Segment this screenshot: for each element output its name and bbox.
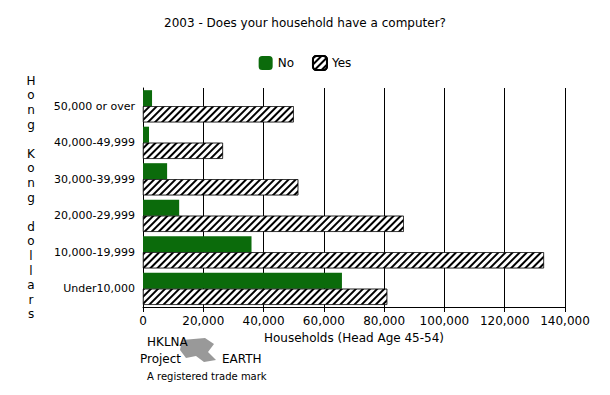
svg-text:n: n <box>27 176 35 190</box>
svg-text:20,000-29,999: 20,000-29,999 <box>54 209 135 222</box>
svg-text:2003 - Does your household hav: 2003 - Does your household have a comput… <box>164 16 446 30</box>
svg-text:H: H <box>26 74 35 88</box>
svg-text:EARTH: EARTH <box>222 352 262 366</box>
svg-text:30,000-39,999: 30,000-39,999 <box>54 173 135 186</box>
svg-text:o: o <box>27 234 34 248</box>
svg-text:a: a <box>27 278 34 292</box>
svg-text:Under10,000: Under10,000 <box>63 282 135 295</box>
svg-text:HKLNA: HKLNA <box>147 335 189 349</box>
svg-text:d: d <box>27 220 35 234</box>
svg-text:l: l <box>29 249 32 263</box>
svg-text:g: g <box>27 191 35 205</box>
svg-text:40,000-49,999: 40,000-49,999 <box>54 136 135 149</box>
svg-text:10,000-19,999: 10,000-19,999 <box>54 246 135 259</box>
svg-text:l: l <box>29 264 32 278</box>
svg-text:A registered trade mark: A registered trade mark <box>147 371 267 382</box>
svg-text:Households (Head Age 45-54): Households (Head Age 45-54) <box>264 331 444 345</box>
svg-text:0: 0 <box>139 314 147 328</box>
svg-text:Yes: Yes <box>331 56 351 70</box>
svg-text:r: r <box>29 293 34 307</box>
svg-text:No: No <box>278 56 294 70</box>
svg-text:K: K <box>27 147 36 161</box>
svg-text:40,000: 40,000 <box>243 314 285 328</box>
svg-text:n: n <box>27 103 35 117</box>
svg-text:g: g <box>27 118 35 132</box>
svg-text:o: o <box>27 88 34 102</box>
svg-text:60,000: 60,000 <box>303 314 345 328</box>
svg-text:s: s <box>28 307 34 321</box>
svg-text:140,000: 140,000 <box>540 314 590 328</box>
svg-text:Project: Project <box>140 352 181 366</box>
svg-text:50,000 or over: 50,000 or over <box>54 100 136 113</box>
svg-text:100,000: 100,000 <box>420 314 470 328</box>
svg-text:o: o <box>27 161 34 175</box>
svg-text:120,000: 120,000 <box>480 314 530 328</box>
svg-text:80,000: 80,000 <box>363 314 405 328</box>
svg-text:20,000: 20,000 <box>182 314 224 328</box>
